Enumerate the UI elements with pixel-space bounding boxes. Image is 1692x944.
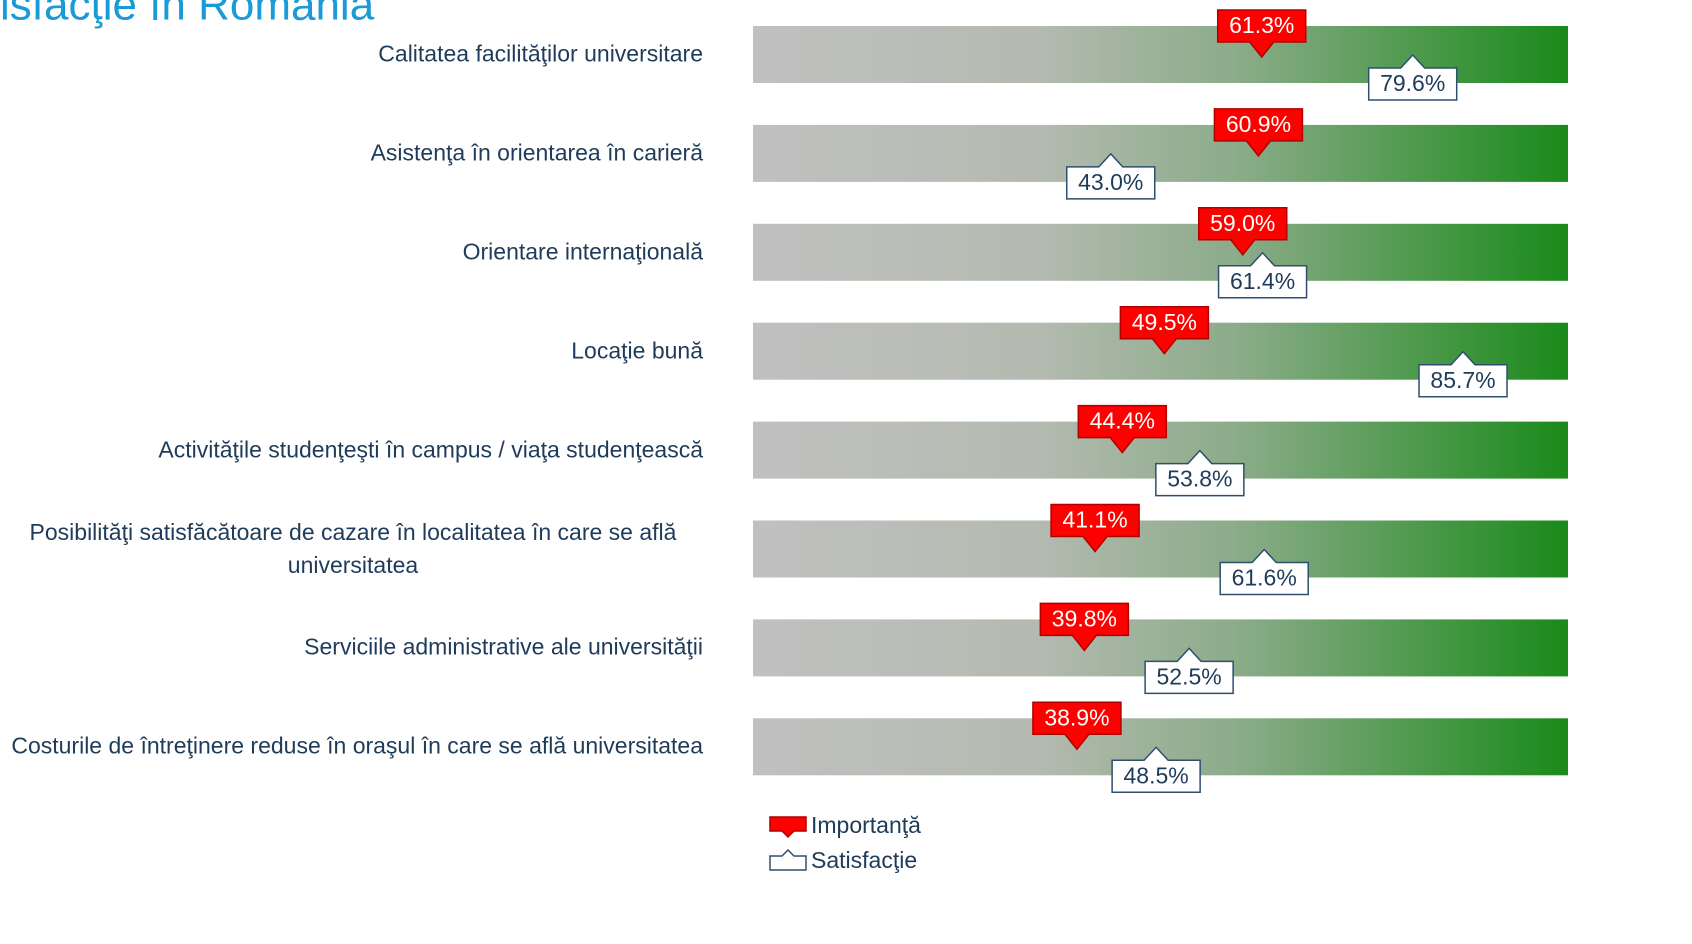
satisfaction-marker: [1144, 647, 1234, 695]
importance-marker: [1198, 207, 1288, 257]
satisfaction-marker: [1066, 152, 1156, 200]
importance-marker: [1032, 701, 1122, 751]
category-label: Asistenţa în orientarea în carieră: [370, 139, 703, 166]
category-label: Activităţile studenţeşti în campus / via…: [158, 436, 703, 463]
value-label: 53.8%: [1167, 466, 1232, 492]
value-label: 85.7%: [1430, 367, 1495, 393]
value-label: 59.0%: [1210, 210, 1275, 236]
satisfaction-marker: [1217, 251, 1308, 299]
bar-background: [753, 223, 1568, 281]
value-label: 44.4%: [1090, 408, 1155, 434]
category-label: Costurile de întreţinere reduse în oraşu…: [11, 732, 703, 759]
value-label: 60.9%: [1226, 111, 1291, 137]
category-label: Locaţie bună: [571, 337, 703, 364]
importance-marker: [1039, 602, 1130, 652]
bar-background: [753, 124, 1568, 182]
category-label: Posibilităţi satisfăcătoare de cazare în…: [29, 518, 677, 578]
satisfaction-marker: [1111, 746, 1201, 794]
value-label: 79.6%: [1380, 70, 1445, 96]
chart-title: isfacţie în România: [0, 0, 375, 30]
value-label: 49.5%: [1132, 309, 1197, 335]
value-label: 43.0%: [1078, 169, 1143, 195]
importance-marker: [1077, 404, 1168, 454]
value-label: 61.6%: [1232, 565, 1297, 591]
importance-marker: [1213, 108, 1304, 158]
legend-label: Satisfacţie: [811, 847, 917, 873]
value-label: 38.9%: [1044, 704, 1109, 730]
satisfaction-marker: [1418, 350, 1508, 398]
category-label: Calitatea facilităţilor universitare: [378, 40, 703, 67]
bar-background: [753, 520, 1568, 578]
importance-marker: [1216, 9, 1307, 59]
value-label: 61.4%: [1230, 268, 1295, 294]
value-label: 61.3%: [1229, 12, 1294, 38]
category-label: Orientare internaţională: [462, 238, 703, 265]
value-label: 39.8%: [1052, 605, 1117, 631]
legend-label: Importanţă: [811, 812, 921, 838]
legend-icon: [769, 816, 807, 839]
legend-icon: [769, 848, 807, 871]
importance-marker: [1050, 503, 1140, 553]
satisfaction-marker: [1219, 548, 1309, 596]
category-label: Serviciile administrative ale universită…: [304, 633, 703, 660]
value-label: 52.5%: [1157, 663, 1222, 689]
value-label: 48.5%: [1124, 762, 1189, 788]
importance-marker: [1119, 305, 1210, 355]
satisfaction-marker: [1155, 449, 1245, 497]
satisfaction-marker: [1367, 53, 1458, 101]
value-label: 41.1%: [1062, 507, 1127, 533]
